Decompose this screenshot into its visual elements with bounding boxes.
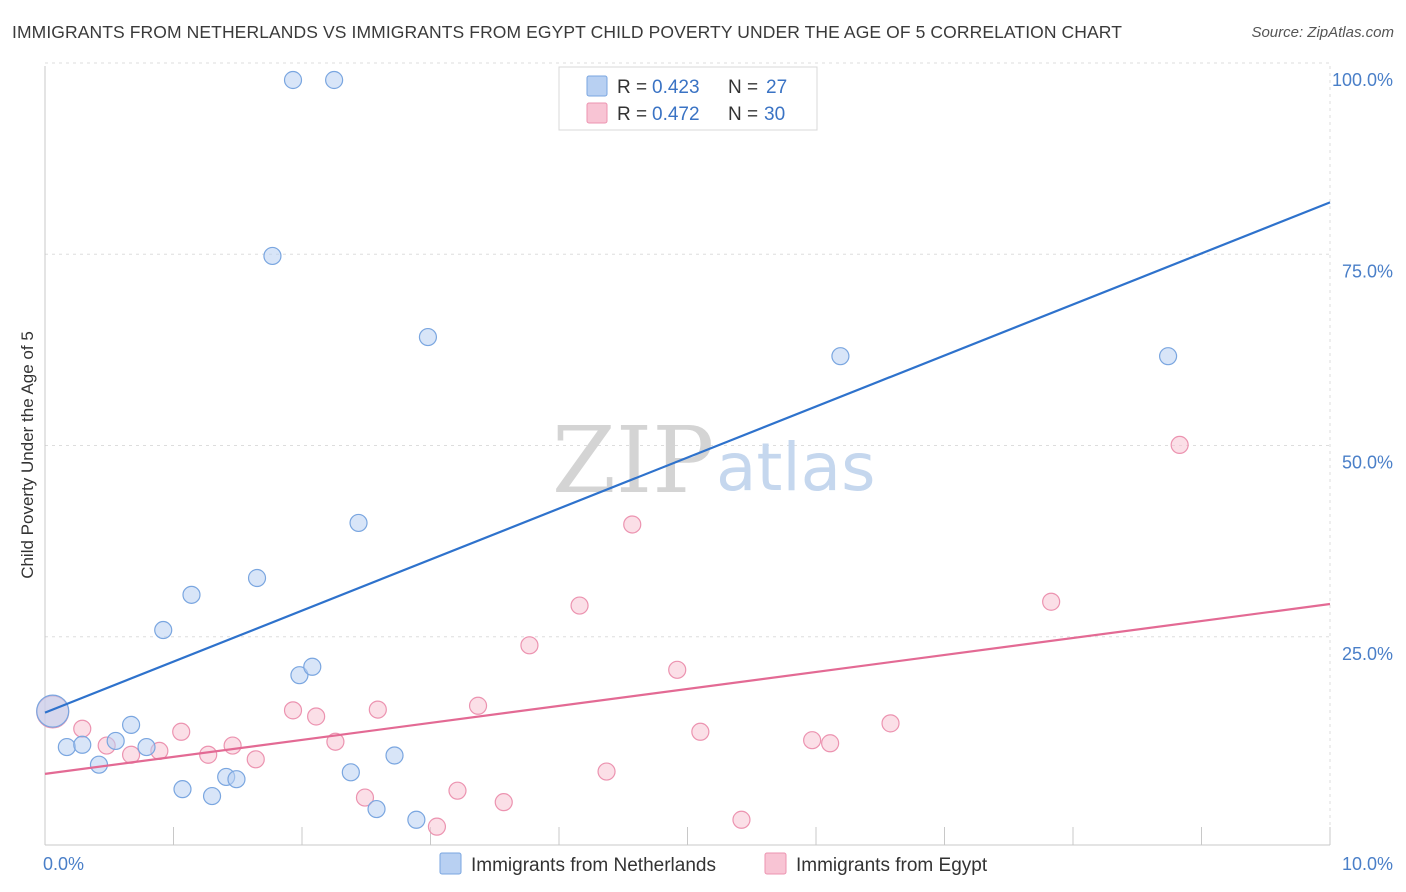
source-label: Source: ZipAtlas.com: [1251, 24, 1394, 41]
egypt-point-7: [223, 736, 242, 755]
y-tick-labels: 25.0% 50.0% 75.0% 100.0%: [1332, 70, 1393, 664]
egypt-point-22: [668, 660, 687, 679]
egypt-point-11: [326, 732, 345, 751]
egypt-point-23: [691, 722, 710, 741]
egypt-point-12: [355, 788, 375, 807]
bottom-legend-netherlands: Immigrants from Netherlands: [471, 855, 716, 876]
netherlands-point-25: [831, 347, 850, 366]
netherlands-trend-line: [44, 201, 1331, 714]
netherlands-point-26: [1158, 347, 1178, 366]
bottom-legend-swatch-egypt: [764, 852, 787, 875]
legend-r-value-pink: 0.472: [652, 104, 700, 125]
x-tick-labels: 0.0% 10.0%: [43, 854, 1393, 874]
egypt-point-13: [368, 700, 387, 719]
egypt-point-18: [520, 636, 539, 655]
netherlands-point-4: [106, 731, 125, 751]
netherlands-point-0: [36, 694, 70, 728]
netherlands-point-18: [325, 70, 344, 90]
netherlands-point-13: [247, 568, 267, 588]
netherlands-point-9: [182, 585, 201, 604]
netherlands-points: [36, 70, 1178, 829]
egypt-point-28: [1042, 592, 1061, 611]
legend-swatch-blue: [586, 75, 608, 97]
netherlands-point-3: [89, 755, 109, 774]
netherlands-point-8: [173, 780, 192, 799]
netherlands-point-10: [202, 786, 222, 806]
netherlands-point-22: [385, 746, 404, 765]
legend-r-value-blue: 0.423: [652, 77, 700, 98]
netherlands-point-2: [73, 735, 92, 754]
legend: R = 0.423 N = 27 R = 0.472 N = 30: [558, 66, 818, 131]
chart-title: IMMIGRANTS FROM NETHERLANDS VS IMMIGRANT…: [12, 22, 1123, 42]
y-axis-label: Child Poverty Under the Age of 5: [18, 331, 37, 579]
egypt-point-24: [732, 810, 751, 829]
egypt-point-1: [73, 719, 92, 738]
bottom-legend-swatch-netherlands: [439, 852, 462, 875]
y-tick-label-2: 75.0%: [1342, 261, 1393, 281]
y-tick-label-3: 100.0%: [1332, 70, 1393, 90]
trend-lines: [44, 201, 1331, 775]
netherlands-point-20: [349, 513, 368, 533]
egypt-point-17: [494, 793, 513, 812]
netherlands-point-21: [367, 799, 386, 819]
netherlands-point-5: [121, 715, 141, 734]
egypt-point-10: [307, 707, 326, 726]
netherlands-point-1: [57, 737, 76, 757]
egypt-point-21: [623, 515, 642, 534]
egypt-point-9: [283, 701, 303, 720]
x-tick-label-max: 10.0%: [1342, 854, 1393, 874]
netherlands-point-17: [303, 657, 322, 676]
legend-n-value-blue: 27: [766, 77, 787, 98]
legend-n-label-blue: N =: [728, 77, 758, 98]
egypt-point-29: [1170, 435, 1189, 455]
netherlands-point-16: [290, 666, 309, 685]
egypt-point-14: [427, 817, 447, 836]
egypt-point-6: [199, 745, 218, 764]
netherlands-point-6: [137, 737, 156, 757]
netherlands-point-24: [418, 327, 438, 347]
bottom-legend-egypt: Immigrants from Egypt: [796, 855, 988, 876]
egypt-point-16: [468, 696, 488, 715]
watermark-zip: ZIP: [552, 407, 714, 514]
egypt-point-25: [803, 731, 822, 750]
netherlands-point-15: [283, 70, 303, 90]
egypt-point-27: [881, 714, 900, 733]
y-tick-label-0: 25.0%: [1342, 644, 1393, 664]
egypt-point-19: [570, 596, 589, 615]
legend-swatch-pink: [586, 102, 608, 124]
netherlands-point-7: [154, 620, 173, 640]
egypt-point-8: [246, 750, 265, 769]
netherlands-point-12: [227, 770, 246, 789]
netherlands-point-14: [263, 246, 282, 266]
egypt-point-5: [172, 722, 191, 741]
egypt-point-26: [821, 734, 840, 753]
legend-r-label-pink: R =: [617, 104, 647, 125]
netherlands-point-23: [407, 810, 426, 829]
netherlands-point-19: [341, 763, 360, 782]
egypt-point-15: [448, 781, 467, 800]
y-tick-label-1: 50.0%: [1342, 453, 1393, 473]
egypt-point-20: [597, 762, 616, 781]
watermark-atlas: atlas: [716, 429, 876, 506]
bottom-legend: Immigrants from Netherlands Immigrants f…: [439, 852, 988, 876]
egypt-trend-line: [44, 602, 1331, 775]
x-tick-label-min: 0.0%: [43, 854, 84, 874]
legend-n-label-pink: N =: [728, 104, 758, 125]
legend-n-value-pink: 30: [764, 104, 785, 125]
legend-r-label-blue: R =: [617, 77, 647, 98]
